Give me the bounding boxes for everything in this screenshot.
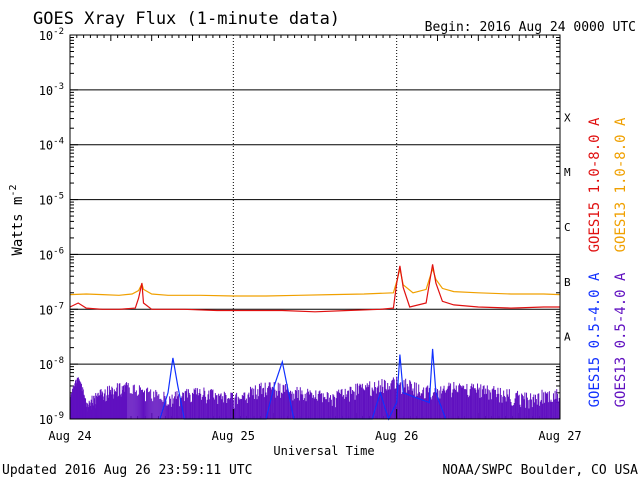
flare-class-X: X bbox=[564, 111, 571, 124]
y-tick-label-4: 10-5 bbox=[39, 192, 64, 208]
y-tick-exponent: -7 bbox=[53, 301, 64, 311]
y-tick-label-0: 10-9 bbox=[39, 411, 64, 427]
minor-ticks bbox=[70, 35, 560, 419]
legend-entry-0: GOES15 1.0-8.0 A bbox=[587, 117, 603, 252]
legend-entry-1: GOES13 1.0-8.0 A bbox=[613, 117, 629, 252]
y-tick-base: 10 bbox=[39, 139, 53, 153]
y-tick-exponent: -4 bbox=[53, 137, 64, 147]
y-tick-base: 10 bbox=[39, 29, 53, 43]
y-tick-label-5: 10-4 bbox=[39, 137, 64, 153]
y-tick-label-1: 10-8 bbox=[39, 356, 64, 372]
series-2-spikes bbox=[69, 376, 560, 419]
y-tick-label-2: 10-7 bbox=[39, 301, 64, 317]
updated-timestamp: Updated 2016 Aug 26 23:59:11 UTC bbox=[2, 463, 252, 478]
y-axis-label-exponent: -2 bbox=[8, 184, 19, 196]
chart-title: GOES Xray Flux (1-minute data) bbox=[33, 9, 340, 29]
legend-entry-3: GOES13 0.5-4.0 A bbox=[613, 272, 629, 407]
plot-border bbox=[69, 34, 561, 420]
y-tick-base: 10 bbox=[39, 413, 53, 427]
flare-class-A: A bbox=[564, 331, 571, 344]
y-tick-exponent: -6 bbox=[53, 246, 64, 256]
legend-entry-2: GOES15 0.5-4.0 A bbox=[587, 272, 603, 407]
y-tick-exponent: -9 bbox=[53, 411, 64, 421]
y-tick-base: 10 bbox=[39, 248, 53, 262]
x-tick-label-1: Aug 25 bbox=[212, 429, 255, 443]
y-tick-exponent: -3 bbox=[53, 82, 64, 92]
series-0-line bbox=[69, 266, 561, 297]
flare-class-C: C bbox=[564, 221, 571, 234]
x-axis-label: Universal Time bbox=[273, 444, 374, 458]
y-axis-label: Watts m-2 bbox=[8, 184, 26, 255]
y-axis-label-text: Watts m bbox=[10, 197, 26, 256]
svg-text:Watts m-2: Watts m-2 bbox=[8, 184, 26, 255]
data-source: NOAA/SWPC Boulder, CO USA bbox=[442, 463, 638, 478]
right-legend: GOES15 1.0-8.0 A GOES13 1.0-8.0 A GOES15 0… bbox=[587, 117, 629, 407]
y-tick-label-6: 10-3 bbox=[39, 82, 64, 98]
y-tick-base: 10 bbox=[39, 84, 53, 98]
x-tick-label-2: Aug 26 bbox=[375, 429, 418, 443]
y-tick-label-3: 10-6 bbox=[39, 246, 64, 262]
x-tick-label-3: Aug 27 bbox=[538, 429, 581, 443]
y-tick-exponent: -2 bbox=[53, 27, 64, 37]
begin-date: Begin: 2016 Aug 24 0000 UTC bbox=[425, 20, 636, 35]
y-tick-label-7: 10-2 bbox=[39, 27, 64, 43]
y-tick-base: 10 bbox=[39, 303, 53, 317]
flare-class-B: B bbox=[564, 276, 571, 289]
y-tick-exponent: -5 bbox=[53, 192, 64, 202]
series-1-line bbox=[69, 264, 560, 313]
y-tick-exponent: -8 bbox=[53, 356, 64, 366]
x-tick-label-0: Aug 24 bbox=[48, 429, 91, 443]
y-tick-base: 10 bbox=[39, 358, 53, 372]
flare-class-M: M bbox=[564, 166, 571, 179]
y-tick-base: 10 bbox=[39, 194, 53, 208]
